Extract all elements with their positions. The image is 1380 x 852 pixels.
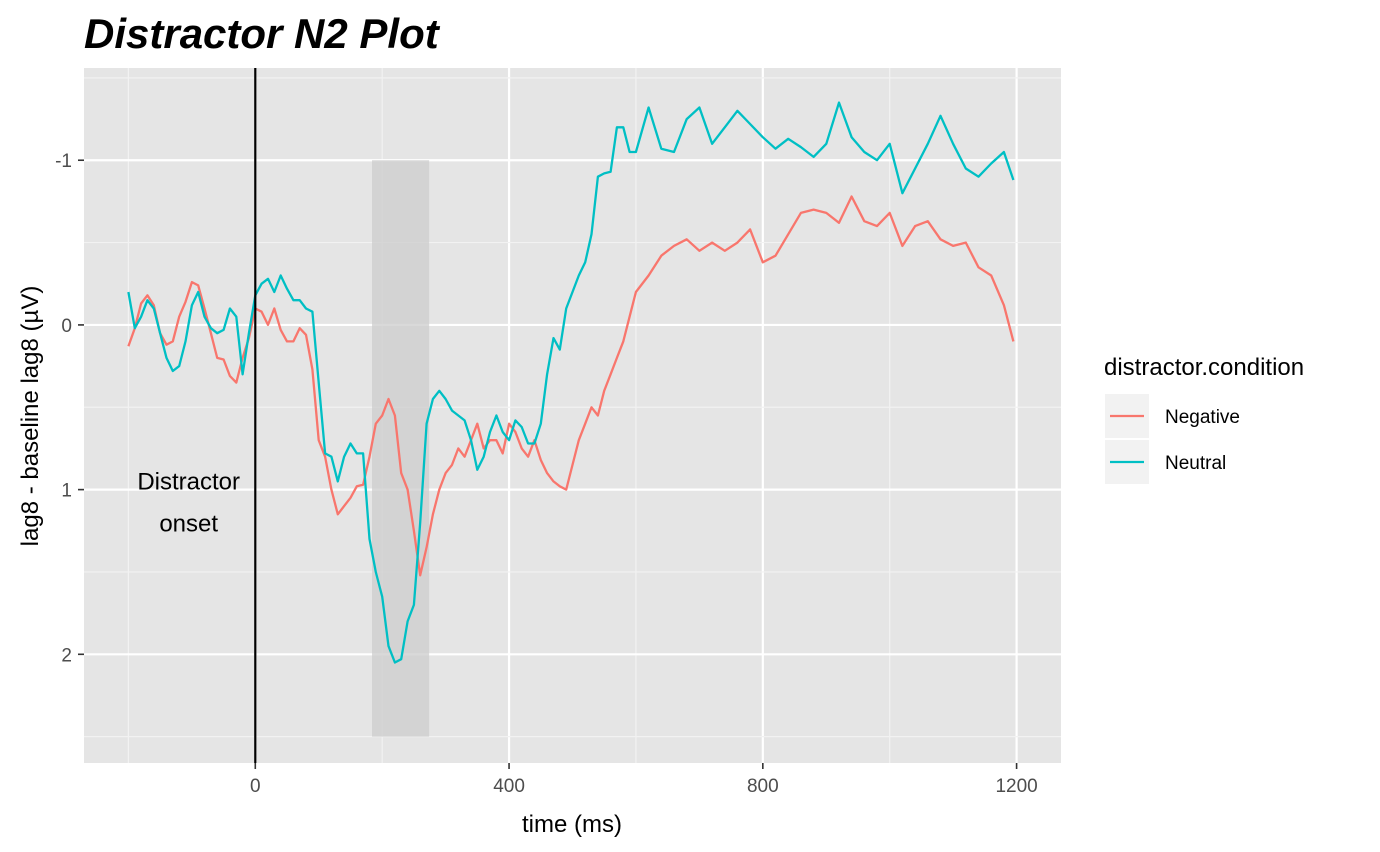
panel-background (84, 68, 1061, 763)
x-axis-ticks: 0 400 800 1200 (250, 763, 1038, 797)
x-tick-label: 1200 (995, 776, 1037, 797)
shaded-window (372, 160, 430, 737)
legend-title: distractor.condition (1104, 354, 1304, 381)
n2-window-rect (372, 160, 430, 737)
series-line-negative (127, 195, 1015, 577)
x-tick-label: 0 (250, 776, 261, 797)
y-axis-title: lag8 - baseline lag8 (µV) (17, 286, 44, 547)
x-tick-label: 400 (493, 776, 525, 797)
chart-title: Distractor N2 Plot (84, 10, 441, 57)
y-tick-label: 1 (61, 481, 72, 502)
plot-panel (84, 68, 1061, 763)
onset-annotation: Distractor onset (137, 468, 240, 537)
y-axis-ticks: -1 0 1 2 (55, 151, 84, 666)
y-tick-label: 2 (61, 645, 72, 666)
legend: distractor.condition Negative Neutral (1104, 354, 1304, 484)
series-lines (127, 101, 1015, 664)
annotation-line: onset (159, 510, 218, 537)
legend-items: Negative Neutral (1105, 394, 1240, 484)
legend-label-neutral: Neutral (1165, 453, 1226, 474)
y-tick-label: 0 (61, 316, 72, 337)
annotation-line: Distractor (137, 468, 240, 495)
x-tick-label: 800 (747, 776, 779, 797)
x-axis-title: time (ms) (522, 811, 622, 838)
y-tick-label: -1 (55, 151, 72, 172)
series-line-neutral (127, 101, 1015, 664)
legend-label-negative: Negative (1165, 407, 1240, 428)
